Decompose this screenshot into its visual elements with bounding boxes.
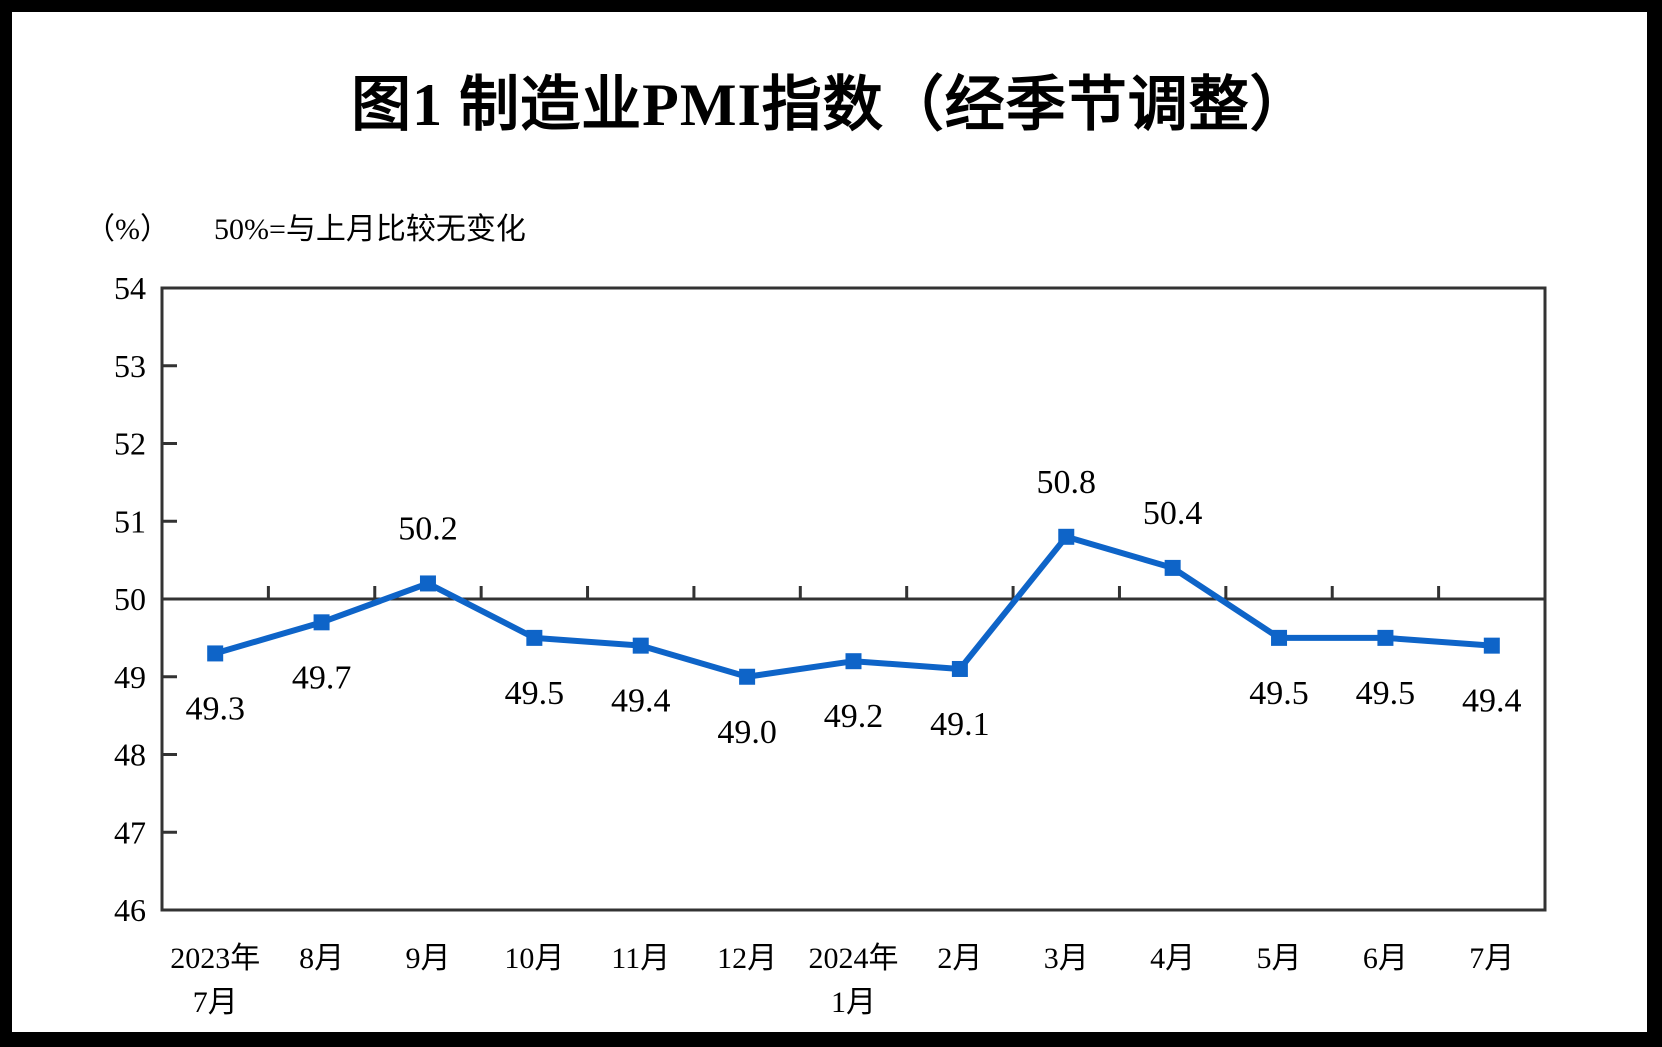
x-axis-category-label: 2月 [937,942,982,975]
y-axis-tick-label: 52 [114,426,146,462]
y-axis-tick-label: 54 [114,270,146,306]
y-axis-unit-label: （%） [85,213,170,246]
data-point-marker [739,668,756,685]
data-point-label: 49.0 [717,714,777,751]
data-point-marker [526,629,543,646]
data-point-label: 50.2 [398,510,458,547]
y-axis-tick-label: 51 [114,503,146,539]
x-axis-category-label: 5月 [1257,942,1302,975]
x-axis-category-label: 10月 [504,942,564,975]
data-point-marker [632,637,649,654]
data-point-label: 49.5 [505,675,565,712]
chart-canvas [12,12,1647,1032]
x-axis-category-label: 3月 [1044,942,1089,975]
x-axis-category-label: 6月 [1363,942,1408,975]
data-point-marker [207,645,224,662]
x-axis-category-label: 1月 [831,986,876,1019]
x-axis-category-label: 4月 [1150,942,1195,975]
reference-note: 50%=与上月比较无变化 [214,213,526,246]
data-point-marker [1164,559,1181,576]
x-axis-category-label: 12月 [717,942,777,975]
data-point-label: 49.4 [1462,683,1522,720]
y-axis-tick-label: 49 [114,659,146,695]
data-point-label: 49.5 [1356,675,1416,712]
data-point-marker [1058,528,1075,545]
x-axis-category-label: 9月 [405,942,450,975]
x-axis-category-label: 7月 [1469,942,1514,975]
chart-title: 图1 制造业PMI指数（经季节调整） [351,72,1311,138]
data-point-label: 49.7 [292,659,352,696]
data-point-label: 50.8 [1037,464,1097,501]
x-axis-category-label: 11月 [611,942,670,975]
x-axis-category-label: 7月 [193,986,238,1019]
data-point-marker [313,614,330,631]
x-axis-category-label: 2023年 [170,942,260,975]
chart-subtitle: （%） 50%=与上月比较无变化 [85,204,526,248]
x-axis-category-label: 2024年 [809,942,899,975]
data-point-marker [951,660,968,677]
data-point-label: 49.3 [185,690,245,727]
data-point-marker [845,653,862,670]
y-axis-tick-label: 47 [114,814,146,850]
x-axis-category-label: 8月 [299,942,344,975]
data-point-marker [1271,629,1288,646]
y-axis-tick-label: 46 [114,892,146,928]
data-point-marker [419,575,436,592]
y-axis-tick-label: 53 [114,348,146,384]
y-axis-tick-label: 48 [114,737,146,773]
data-point-marker [1483,637,1500,654]
data-point-label: 50.4 [1143,495,1203,532]
data-point-label: 49.5 [1249,675,1309,712]
y-axis-tick-label: 50 [114,581,146,617]
data-point-label: 49.2 [824,698,884,735]
data-point-marker [1377,629,1394,646]
data-point-label: 49.1 [930,706,990,743]
data-point-label: 49.4 [611,683,671,720]
